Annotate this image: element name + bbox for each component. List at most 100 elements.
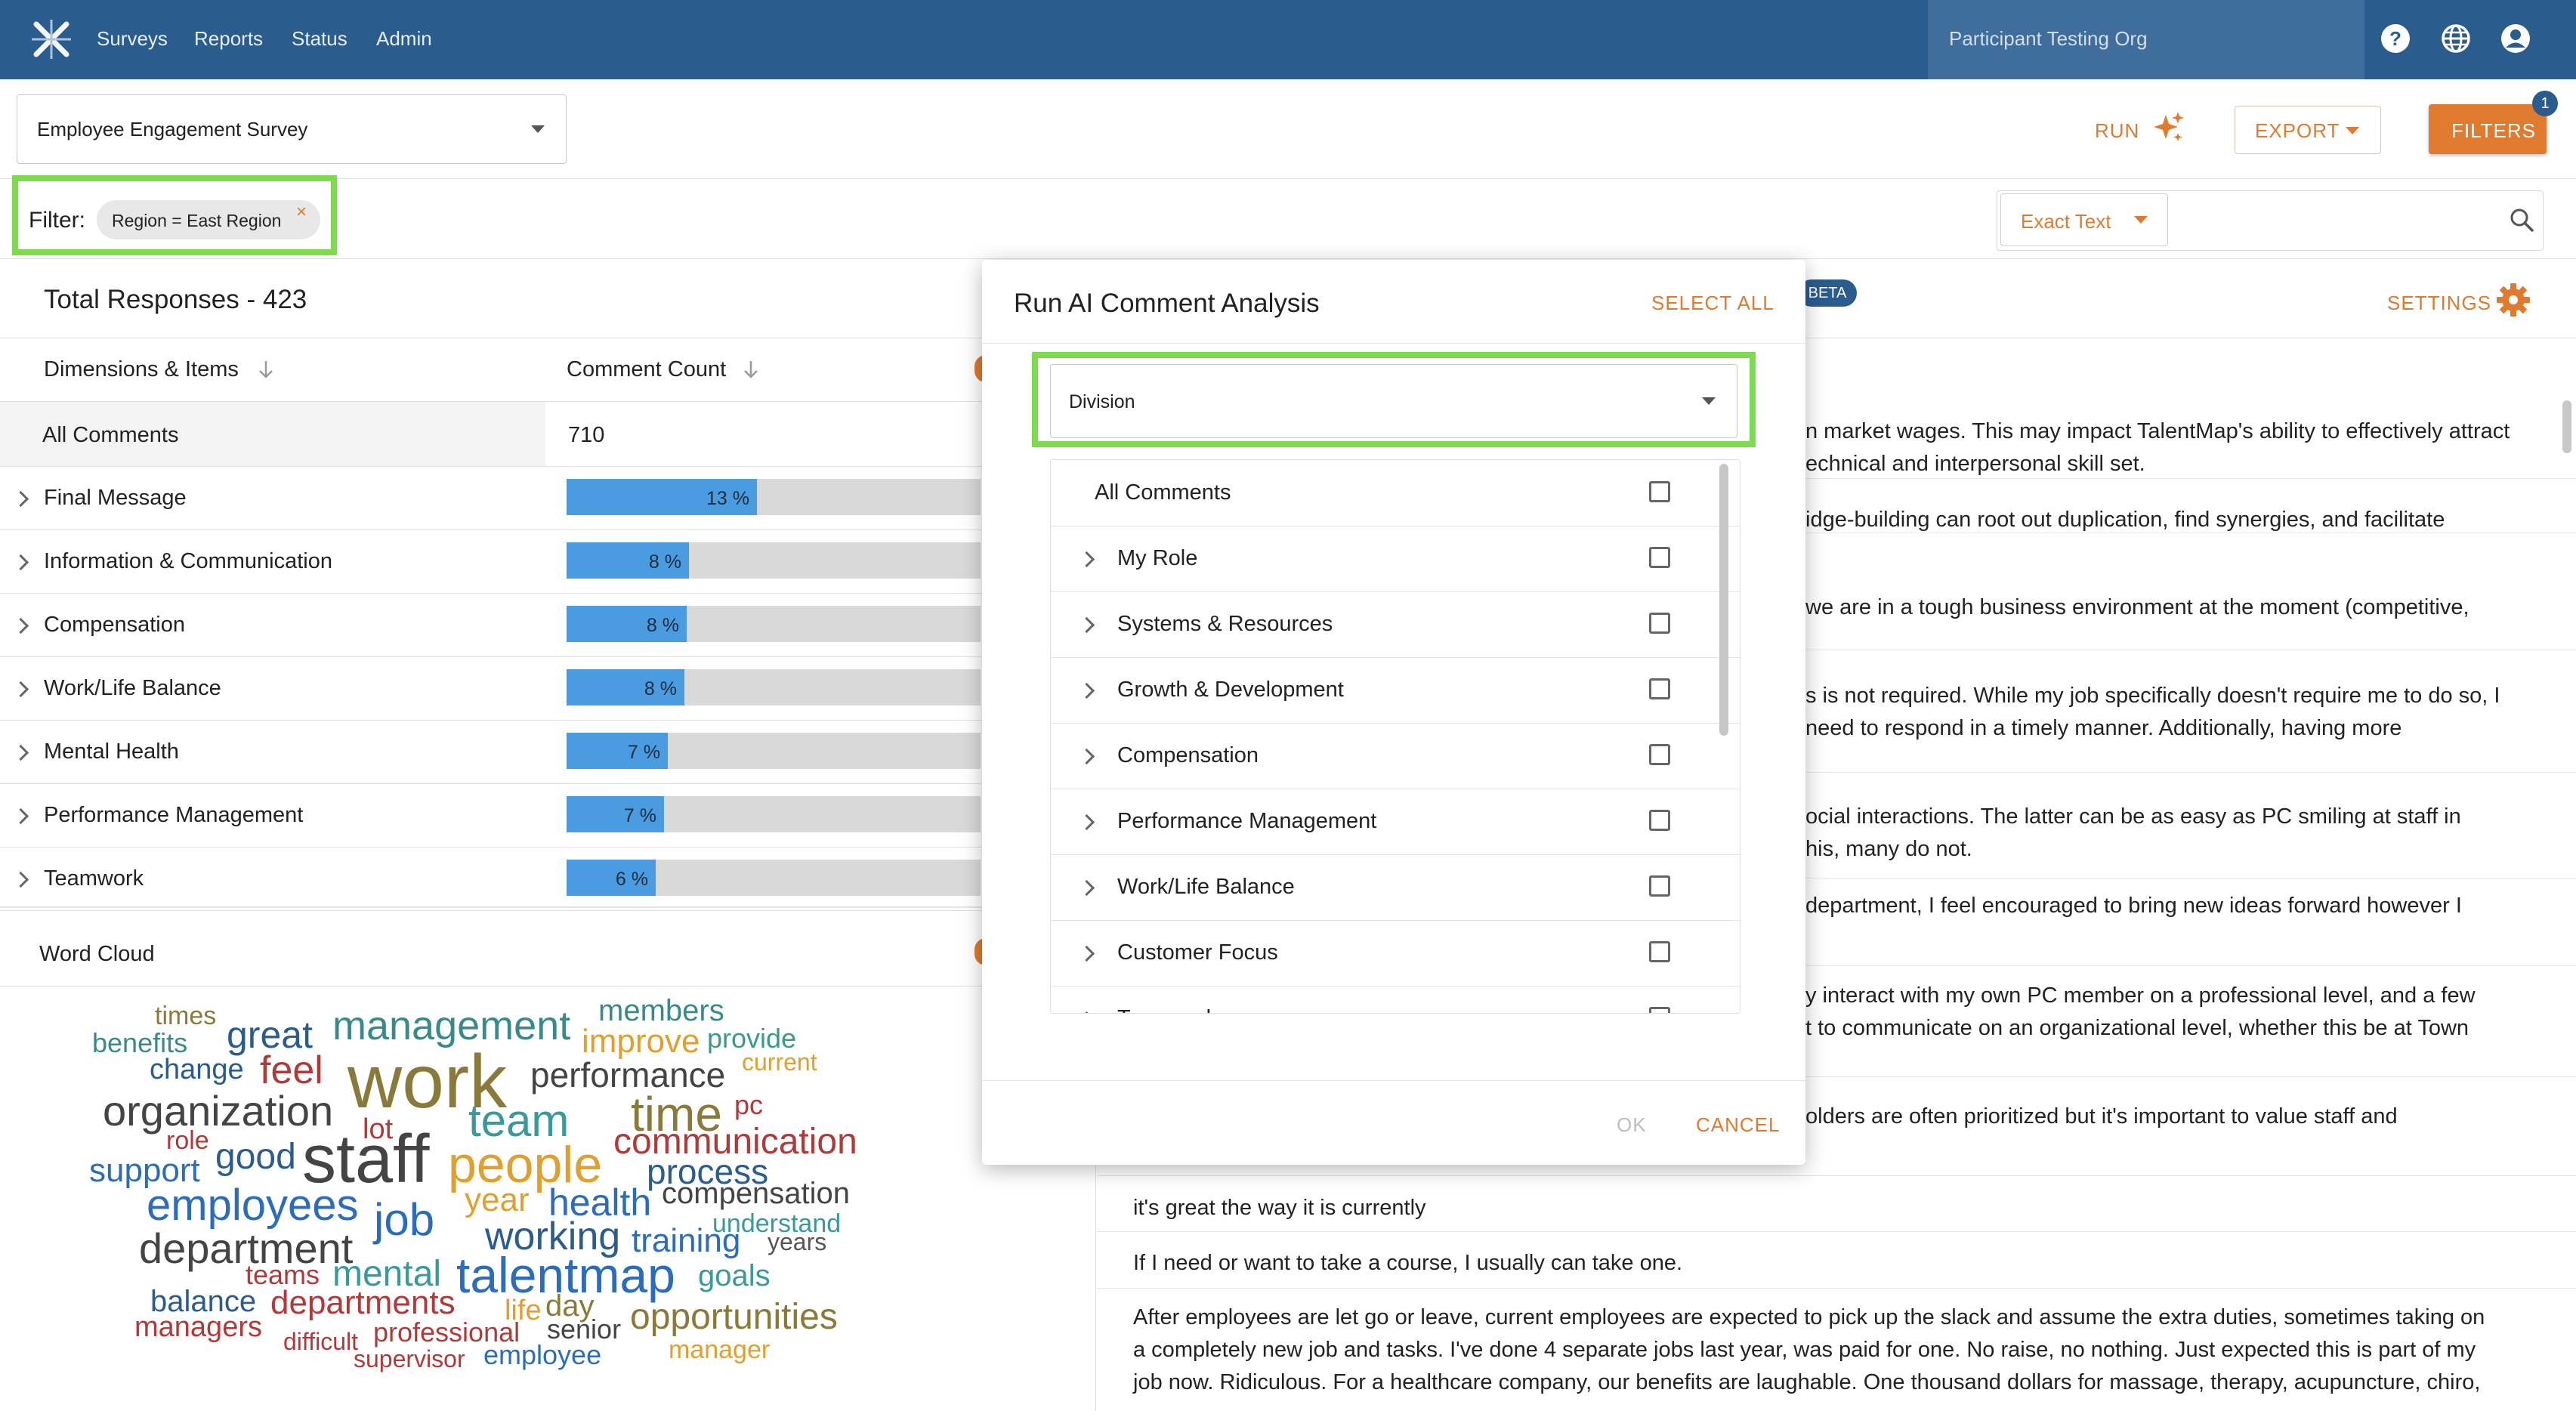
list-scrollbar[interactable] — [1719, 464, 1728, 736]
dimension-row-label[interactable]: Mental Health — [44, 739, 179, 764]
word-cloud-word[interactable]: support — [89, 1152, 200, 1189]
gear-icon[interactable] — [2496, 283, 2531, 317]
word-cloud-word[interactable]: supervisor — [354, 1345, 465, 1372]
word-cloud-word[interactable]: health — [548, 1181, 652, 1224]
comments-scrollbar[interactable] — [2562, 400, 2571, 453]
checkbox[interactable] — [1649, 875, 1670, 897]
chevron-right-icon[interactable] — [1078, 551, 1095, 568]
dimension-list-item[interactable]: Performance Management — [1051, 789, 1740, 855]
column-header-dimensions[interactable]: Dimensions & Items — [44, 357, 239, 381]
word-cloud-word[interactable]: provide — [707, 1023, 797, 1054]
nav-link-surveys[interactable]: Surveys — [97, 27, 168, 50]
dimension-row-label[interactable]: Compensation — [44, 613, 185, 637]
word-cloud-word[interactable]: goals — [698, 1259, 771, 1292]
division-select[interactable]: Division — [1050, 364, 1737, 438]
word-cloud-word[interactable]: life — [505, 1295, 542, 1326]
word-cloud-word[interactable]: day — [545, 1289, 595, 1323]
sort-arrow-icon[interactable] — [742, 359, 760, 380]
word-cloud-word[interactable]: good — [215, 1137, 296, 1177]
word-cloud-word[interactable]: years — [768, 1228, 827, 1255]
search-mode-select[interactable]: Exact Text — [2000, 193, 2168, 246]
word-cloud-word[interactable]: employee — [483, 1339, 602, 1370]
word-cloud-word[interactable]: team — [468, 1095, 570, 1146]
dimension-list-item[interactable]: Growth & Development — [1051, 657, 1740, 724]
word-cloud-word[interactable]: process — [647, 1152, 769, 1191]
chevron-right-icon[interactable] — [1078, 682, 1095, 699]
dimension-row-label[interactable]: Final Message — [44, 486, 187, 510]
nav-link-admin[interactable]: Admin — [376, 27, 432, 50]
checkbox[interactable] — [1649, 613, 1670, 634]
chevron-right-icon[interactable] — [12, 681, 29, 698]
globe-icon[interactable] — [2440, 23, 2472, 54]
word-cloud-word[interactable]: compensation — [662, 1177, 851, 1210]
word-cloud-word[interactable]: role — [166, 1126, 209, 1155]
word-cloud-word[interactable]: teams — [246, 1259, 320, 1290]
checkbox[interactable] — [1649, 678, 1670, 699]
settings-button[interactable]: SETTINGS — [2387, 292, 2492, 314]
word-cloud-word[interactable]: benefits — [92, 1027, 188, 1058]
word-cloud-word[interactable]: manager — [669, 1335, 771, 1364]
word-cloud-word[interactable]: balance — [150, 1285, 257, 1318]
word-cloud-word[interactable]: year — [465, 1181, 530, 1218]
logo-icon[interactable] — [29, 17, 74, 62]
chevron-right-icon[interactable] — [1078, 748, 1095, 765]
select-all-button[interactable]: SELECT ALL — [1651, 292, 1774, 314]
checkbox[interactable] — [1649, 941, 1670, 962]
chevron-right-icon[interactable] — [12, 554, 29, 571]
word-cloud-word[interactable]: pc — [734, 1089, 764, 1120]
dimension-list-item[interactable]: Teamwork — [1051, 986, 1740, 1013]
word-cloud-word[interactable]: times — [155, 1002, 217, 1030]
word-cloud-word[interactable]: employees — [147, 1181, 359, 1230]
word-cloud-word[interactable]: work — [347, 1039, 508, 1124]
word-cloud-word[interactable]: lot — [363, 1113, 394, 1145]
word-cloud-word[interactable]: professional — [373, 1317, 520, 1348]
chevron-right-icon[interactable] — [1078, 1011, 1095, 1013]
chevron-right-icon[interactable] — [1078, 879, 1095, 897]
word-cloud-word[interactable]: time — [631, 1087, 722, 1141]
word-cloud-word[interactable]: managers — [134, 1311, 262, 1343]
dimension-list-item[interactable]: Systems & Resources — [1051, 591, 1740, 658]
chevron-right-icon[interactable] — [12, 744, 29, 761]
dimension-row-label[interactable]: Performance Management — [44, 803, 304, 827]
dimension-row-label[interactable]: Work/Life Balance — [44, 676, 221, 700]
word-cloud-word[interactable]: difficult — [283, 1328, 359, 1355]
word-cloud-word[interactable]: communication — [613, 1122, 857, 1162]
dimension-row-label[interactable]: Teamwork — [44, 866, 144, 891]
word-cloud-word[interactable]: management — [332, 1003, 571, 1048]
word-cloud-word[interactable]: organization — [103, 1087, 334, 1135]
chevron-right-icon[interactable] — [12, 871, 29, 888]
export-button[interactable]: EXPORT — [2235, 106, 2381, 154]
checkbox[interactable] — [1649, 547, 1670, 568]
word-cloud-word[interactable]: job — [374, 1194, 435, 1245]
dimension-list-item[interactable]: Compensation — [1051, 723, 1740, 789]
chevron-right-icon[interactable] — [1078, 616, 1095, 634]
all-comments-row[interactable] — [0, 402, 545, 466]
word-cloud-word[interactable]: understand — [712, 1209, 842, 1238]
close-icon[interactable]: × — [296, 202, 307, 222]
dimension-list-item[interactable]: All Comments — [1051, 460, 1740, 526]
word-cloud-word[interactable]: department — [139, 1224, 354, 1272]
word-cloud-word[interactable]: mental — [332, 1254, 442, 1294]
word-cloud-word[interactable]: talentmap — [456, 1247, 675, 1303]
word-cloud-word[interactable]: working — [485, 1215, 621, 1258]
checkbox[interactable] — [1649, 810, 1670, 831]
search-input[interactable] — [1997, 190, 2544, 251]
chevron-right-icon[interactable] — [12, 490, 29, 508]
help-icon[interactable]: ? — [2380, 23, 2411, 54]
dimension-row-label[interactable]: Information & Communication — [44, 549, 332, 573]
word-cloud-word[interactable]: performance — [530, 1055, 726, 1095]
account-icon[interactable] — [2500, 23, 2531, 54]
filter-chip[interactable]: Region = East Region × — [97, 200, 320, 239]
column-header-comment-count[interactable]: Comment Count — [567, 357, 727, 381]
org-switcher[interactable]: Participant Testing Org — [1928, 0, 2364, 79]
chevron-right-icon[interactable] — [1078, 945, 1095, 962]
sort-arrow-icon[interactable] — [257, 359, 275, 380]
cancel-button[interactable]: CANCEL — [1696, 1113, 1781, 1136]
filters-button[interactable]: FILTERS — [2429, 104, 2547, 154]
nav-link-reports[interactable]: Reports — [194, 27, 264, 50]
dimension-list-item[interactable]: Customer Focus — [1051, 920, 1740, 986]
nav-link-status[interactable]: Status — [292, 27, 347, 50]
chevron-right-icon[interactable] — [1078, 814, 1095, 831]
checkbox[interactable] — [1649, 1007, 1670, 1013]
word-cloud-word[interactable]: training — [632, 1222, 741, 1259]
